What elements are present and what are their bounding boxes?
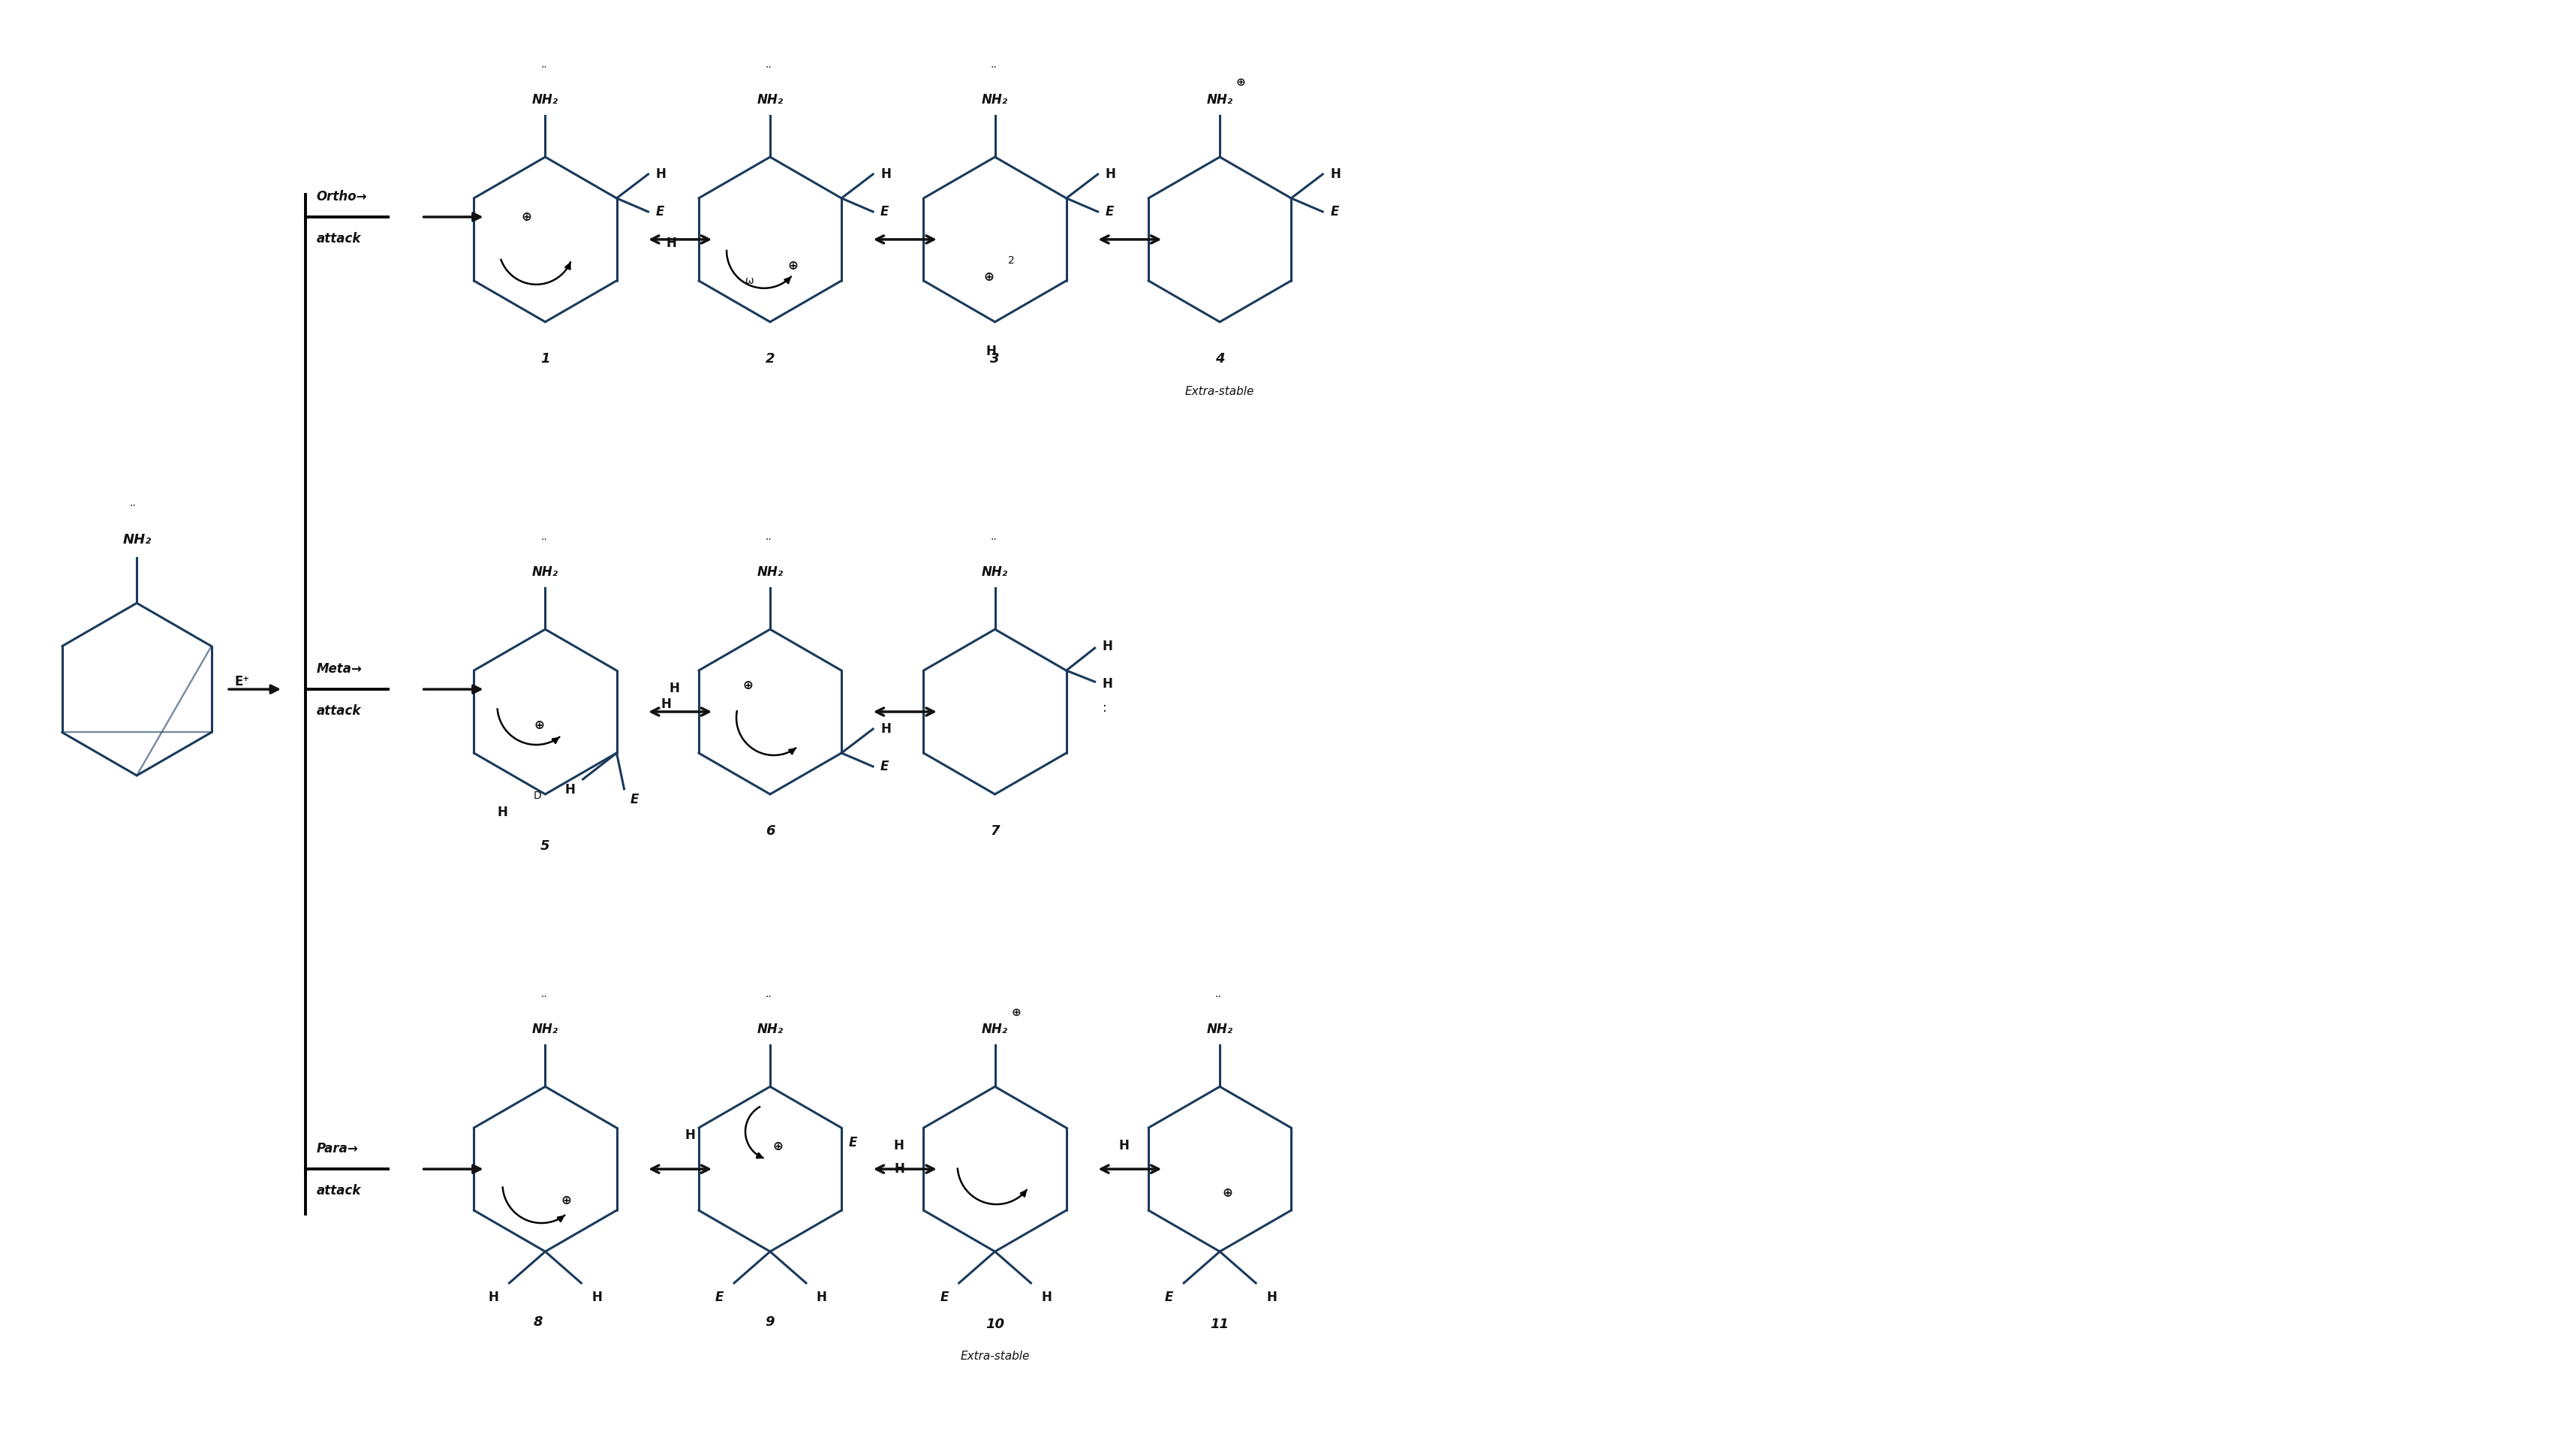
Text: H: H <box>1041 1291 1051 1304</box>
Text: E⁺: E⁺ <box>234 675 250 688</box>
Text: ⊕: ⊕ <box>773 1139 783 1154</box>
Text: NH₂: NH₂ <box>1206 1023 1234 1036</box>
Text: NH₂: NH₂ <box>981 566 1007 579</box>
Text: 2: 2 <box>1007 255 1015 266</box>
Text: E: E <box>716 1291 724 1304</box>
Text: NH₂: NH₂ <box>981 93 1007 106</box>
Text: H: H <box>670 682 680 695</box>
Text: H: H <box>657 167 667 180</box>
Text: attack: attack <box>317 704 361 717</box>
Text: ··: ·· <box>129 501 137 512</box>
Text: ⊕: ⊕ <box>742 679 752 693</box>
Text: ⊕: ⊕ <box>533 719 544 732</box>
Text: H: H <box>564 783 574 796</box>
Text: H: H <box>881 722 891 736</box>
Text: ··: ·· <box>765 992 773 1002</box>
Text: E: E <box>940 1291 948 1304</box>
Text: H: H <box>1267 1291 1278 1304</box>
Text: 8: 8 <box>533 1315 544 1328</box>
Text: 5: 5 <box>541 840 549 853</box>
Text: ⊕: ⊕ <box>520 210 531 224</box>
Text: NH₂: NH₂ <box>533 1023 559 1036</box>
Text: E: E <box>848 1136 858 1149</box>
Text: Ortho→: Ortho→ <box>317 191 368 204</box>
Text: E: E <box>881 760 889 773</box>
Text: 3: 3 <box>989 352 999 365</box>
Text: NH₂: NH₂ <box>533 93 559 106</box>
Text: H: H <box>1329 167 1340 180</box>
Text: E: E <box>657 205 665 218</box>
Text: NH₂: NH₂ <box>533 566 559 579</box>
Text: NH₂: NH₂ <box>757 1023 783 1036</box>
Text: ⊕: ⊕ <box>984 271 994 284</box>
Text: :: : <box>1103 701 1108 714</box>
Text: attack: attack <box>317 1184 361 1197</box>
Text: ⊕: ⊕ <box>1012 1007 1020 1017</box>
Text: H: H <box>1118 1139 1128 1152</box>
Text: H: H <box>489 1291 500 1304</box>
Text: H: H <box>1105 167 1115 180</box>
Text: NH₂: NH₂ <box>981 1023 1007 1036</box>
Text: Extra-stable: Extra-stable <box>961 1350 1030 1362</box>
Text: E: E <box>1164 1291 1172 1304</box>
Text: NH₂: NH₂ <box>124 534 152 547</box>
Text: H: H <box>659 697 672 711</box>
Text: E: E <box>631 793 639 806</box>
Text: H: H <box>894 1139 904 1152</box>
Text: 7: 7 <box>989 824 999 838</box>
Text: H: H <box>667 237 677 250</box>
Text: ··: ·· <box>541 63 546 73</box>
Text: H: H <box>1103 640 1113 653</box>
Text: E: E <box>1105 205 1113 218</box>
Text: E: E <box>1329 205 1340 218</box>
Text: H: H <box>881 167 891 180</box>
Text: ··: ·· <box>765 535 773 546</box>
Text: 10: 10 <box>987 1318 1005 1331</box>
Text: 11: 11 <box>1211 1318 1229 1331</box>
Text: ω: ω <box>744 275 752 287</box>
Text: Extra-stable: Extra-stable <box>1185 386 1255 397</box>
Text: 6: 6 <box>765 824 775 838</box>
Text: ··: ·· <box>989 535 997 546</box>
Text: Meta→: Meta→ <box>317 662 363 675</box>
Text: H: H <box>685 1129 696 1142</box>
Text: ⊕: ⊕ <box>788 259 799 272</box>
Text: 1: 1 <box>541 352 549 365</box>
Text: E: E <box>881 205 889 218</box>
Text: ··: ·· <box>989 63 997 73</box>
Text: 9: 9 <box>765 1315 775 1328</box>
Text: ··: ·· <box>541 992 546 1002</box>
Text: NH₂: NH₂ <box>757 566 783 579</box>
Text: 4: 4 <box>1216 352 1224 365</box>
Text: attack: attack <box>317 231 361 246</box>
Text: Para→: Para→ <box>317 1142 358 1155</box>
Text: 2: 2 <box>765 352 775 365</box>
Text: H: H <box>497 806 507 819</box>
Text: ··: ·· <box>541 535 546 546</box>
Text: H: H <box>987 345 997 358</box>
Text: ⊕: ⊕ <box>562 1193 572 1208</box>
Text: ⊕: ⊕ <box>1236 77 1247 87</box>
Text: D: D <box>533 790 541 802</box>
Text: NH₂: NH₂ <box>1206 93 1234 106</box>
Text: NH₂: NH₂ <box>757 93 783 106</box>
Text: H: H <box>817 1291 827 1304</box>
Text: ··: ·· <box>1216 992 1221 1002</box>
Text: ⊕: ⊕ <box>1221 1186 1231 1200</box>
Text: H: H <box>592 1291 603 1304</box>
Text: H: H <box>894 1163 904 1176</box>
Text: ··: ·· <box>765 63 773 73</box>
Text: H: H <box>1103 677 1113 691</box>
